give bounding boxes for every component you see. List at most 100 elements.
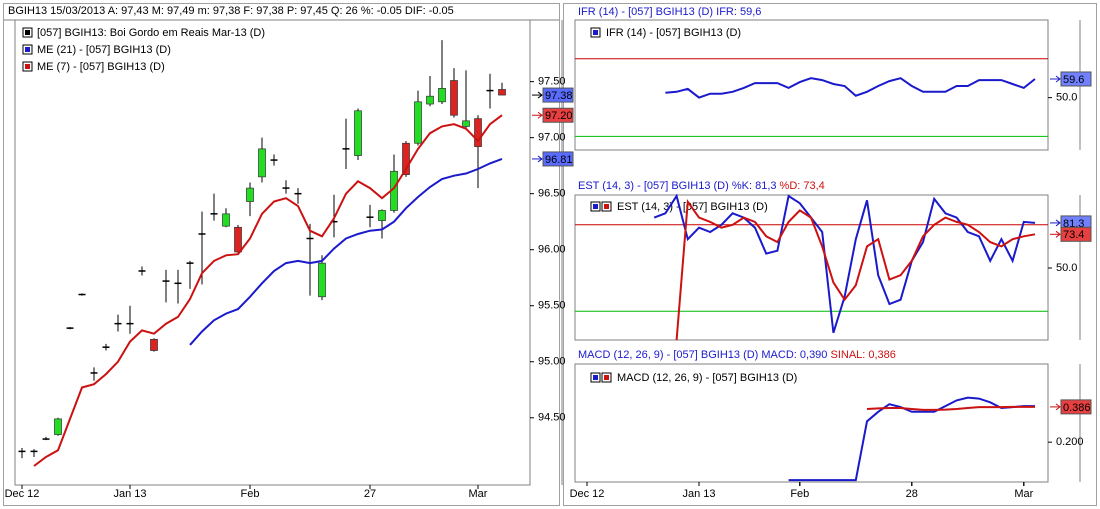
candle-body <box>138 270 146 272</box>
last-value-box <box>1060 226 1092 242</box>
last-arrow-head <box>1055 230 1061 238</box>
y-tick-label: 95.00 <box>538 356 566 368</box>
legend-icon-fill <box>25 30 30 35</box>
candle-body <box>54 418 62 435</box>
candle-body <box>162 280 170 282</box>
candle-body <box>222 213 230 227</box>
x-tick-label: 28 <box>906 488 918 500</box>
candle-body <box>198 233 206 235</box>
candle-body <box>246 187 254 202</box>
title-part: IFR (14) - [057] BGIH13 (D) IFR: 59,6 <box>578 6 761 18</box>
panel-title: EST (14, 3) - [057] BGIH13 (D) %K: 81,3 … <box>578 180 825 192</box>
y-tick-label: 50.0 <box>1056 92 1077 104</box>
last-value-box <box>1060 71 1092 87</box>
series-line <box>189 157 503 346</box>
main-frame <box>3 3 560 506</box>
y-tick-label: 50.0 <box>1056 262 1077 274</box>
plot-area <box>574 363 1049 483</box>
candle-body <box>66 327 74 329</box>
candle-body <box>42 438 50 440</box>
legend-icon-fill <box>25 47 30 52</box>
series-line <box>665 77 1036 99</box>
last-arrow-head <box>537 155 543 163</box>
legend-icon-fill <box>604 204 609 209</box>
title-part: MACD (12, 26, 9) - [057] BGIH13 (D) MACD… <box>578 349 827 361</box>
candle-body <box>126 322 134 325</box>
candle-body <box>474 118 482 147</box>
candle-body <box>318 262 326 298</box>
candle-body <box>462 120 470 127</box>
y-tick-label: 94.50 <box>538 412 566 424</box>
x-tick-label: Feb <box>241 488 260 500</box>
candle-body <box>294 192 302 195</box>
x-tick-label: Dec 12 <box>5 488 40 500</box>
candle-body <box>306 237 314 240</box>
legend-label: IFR (14) - [057] BGIH13 (D) <box>606 27 741 39</box>
legend-icon-fill <box>593 30 598 35</box>
candle-body <box>378 210 386 221</box>
candle-body <box>78 293 86 296</box>
series-line <box>788 396 1035 482</box>
legend-icon-fill <box>593 375 598 380</box>
x-tick-label: Feb <box>790 488 809 500</box>
y-tick-label: 97.50 <box>538 76 566 88</box>
candle-body <box>174 282 182 285</box>
last-value-box <box>542 87 574 103</box>
last-arrow-head <box>1055 219 1061 227</box>
candle-body <box>258 148 266 178</box>
title-part: BGIH13 15/03/2013 A: 97,43 M: 97,49 m: 9… <box>8 5 454 17</box>
series-line <box>33 114 503 467</box>
candle-body <box>234 226 242 253</box>
last-arrow-head <box>1055 403 1061 411</box>
candle-body <box>270 159 278 161</box>
x-tick-label: Jan 13 <box>682 488 715 500</box>
candle-body <box>342 148 350 150</box>
title-part: EST (14, 3) - [057] BGIH13 (D) %K: 81,3 <box>578 180 777 192</box>
last-arrow-head <box>1055 75 1061 83</box>
last-value-box <box>542 151 574 167</box>
legend-label: [057] BGIH13: Boi Gordo em Reais Mar-13 … <box>37 27 265 39</box>
candle-body <box>150 338 158 351</box>
candle-body <box>282 187 290 189</box>
y-tick-label: 96.00 <box>538 244 566 256</box>
candle-body <box>486 89 494 92</box>
candle-body <box>414 101 422 144</box>
legend-label: ME (21) - [057] BGIH13 (D) <box>37 44 171 56</box>
y-tick-label: 96.50 <box>538 188 566 200</box>
candle-body <box>210 213 218 215</box>
legend-label: MACD (12, 26, 9) - [057] BGIH13 (D) <box>617 372 797 384</box>
last-value-box <box>542 107 574 123</box>
y-tick-label: 95.50 <box>538 300 566 312</box>
panel-title: BGIH13 15/03/2013 A: 97,43 M: 97,49 m: 9… <box>8 5 454 17</box>
y-tick-label: 0.200 <box>1056 436 1084 448</box>
candle-body <box>186 262 194 264</box>
legend-icon-fill <box>25 64 30 69</box>
candle-body <box>438 87 446 103</box>
title-part: %D: 73,4 <box>777 180 825 192</box>
y-tick-label: 97.00 <box>538 132 566 144</box>
legend-icon-fill <box>604 375 609 380</box>
candle-body <box>30 450 38 453</box>
candle-body <box>426 95 434 105</box>
series-line <box>653 193 1036 334</box>
last-value-label: 97.38 <box>545 90 573 102</box>
last-value-label: 73.4 <box>1063 229 1084 241</box>
series-line <box>675 198 1036 341</box>
candle-body <box>18 450 26 453</box>
indicator-frame <box>563 3 1097 506</box>
candle-body <box>102 346 110 348</box>
last-arrow-head <box>537 91 543 99</box>
panel-title: IFR (14) - [057] BGIH13 (D) IFR: 59,6 <box>578 6 761 18</box>
x-tick-label: Jan 13 <box>113 488 146 500</box>
title-part: SINAL: 0,386 <box>827 349 896 361</box>
x-tick-label: 27 <box>364 488 376 500</box>
panel-title: MACD (12, 26, 9) - [057] BGIH13 (D) MACD… <box>578 349 896 361</box>
last-value-label: 59.6 <box>1063 74 1084 86</box>
last-value-box <box>1060 399 1092 415</box>
candle-body <box>354 110 362 156</box>
legend-label: ME (7) - [057] BGIH13 (D) <box>37 61 165 73</box>
x-tick-label: Mar <box>469 488 488 500</box>
last-value-label: 0.386 <box>1063 402 1091 414</box>
candle-body <box>330 220 338 223</box>
